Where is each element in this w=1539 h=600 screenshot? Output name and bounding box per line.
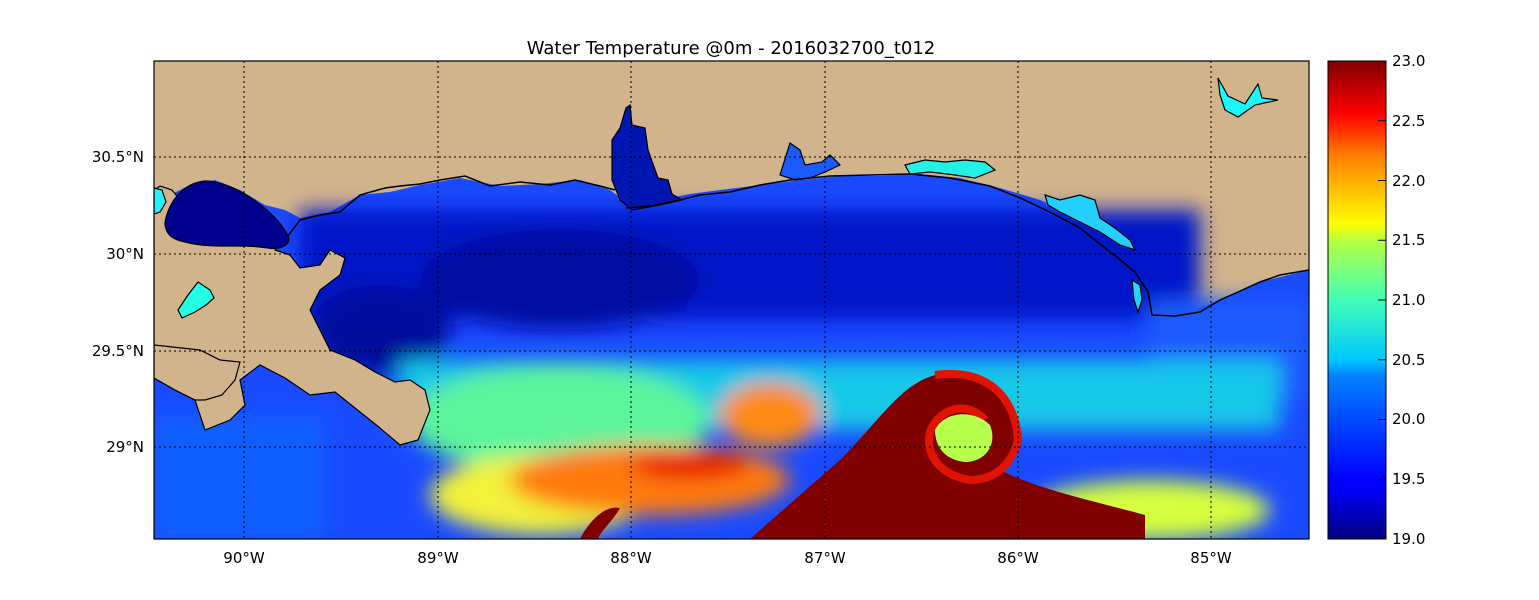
west-eddy-dark-red [580, 507, 620, 539]
x-tick-label: 87°W [804, 549, 846, 567]
colorbar: 23.0 22.5 22.0 21.5 21.0 20.5 20.0 19.5 … [1327, 52, 1425, 548]
map-area [154, 61, 1309, 539]
coastline-land [154, 185, 431, 446]
apalachicola-lagoon [1131, 278, 1143, 314]
colorbar-tick-label: 20.5 [1392, 351, 1425, 369]
colorbar-tick-label: 20.0 [1392, 410, 1425, 428]
longitude-labels: 90°W 89°W 88°W 87°W 86°W 85°W [223, 549, 1232, 567]
x-tick-label: 88°W [610, 549, 652, 567]
colorbar-tick-label: 21.0 [1392, 291, 1425, 309]
loop-current-warm-core [750, 373, 1145, 539]
latitude-labels: 30.5°N 30°N 29.5°N 29°N [92, 148, 144, 456]
x-tick-label: 86°W [997, 549, 1039, 567]
lake-maurepas [177, 281, 215, 319]
x-tick-label: 90°W [223, 549, 265, 567]
colorbar-tick-label: 22.0 [1392, 172, 1425, 190]
map-title: Water Temperature @0m - 2016032700_t012 [527, 38, 936, 59]
colorbar-tick-label: 22.5 [1392, 112, 1425, 130]
y-tick-label: 29°N [106, 438, 144, 456]
st-andrew-bay-water [1044, 194, 1137, 252]
apalachee-river-water [1217, 77, 1279, 118]
pensacola-bay-water [779, 142, 842, 181]
colorbar-tick-label: 21.5 [1392, 231, 1425, 249]
west-lake-water [154, 187, 167, 215]
cold-shelf-tongue [420, 230, 700, 330]
red-filament [630, 451, 750, 479]
y-tick-label: 30°N [106, 245, 144, 263]
west-coastal-band [154, 415, 324, 539]
colorbar-ticks [1378, 120, 1386, 480]
map-frame [153, 60, 1310, 540]
y-tick-label: 30.5°N [92, 148, 144, 166]
loop-current-red-edge [925, 369, 1023, 485]
colorbar-gradient [1327, 60, 1387, 540]
eddy-orange [720, 383, 820, 447]
colorbar-tick-label: 19.0 [1392, 530, 1425, 548]
loop-current-core-hole [935, 414, 993, 462]
colorbar-labels: 23.0 22.5 22.0 21.5 21.0 20.5 20.0 19.5 … [1392, 52, 1425, 548]
colorbar-tick-label: 23.0 [1392, 52, 1425, 70]
x-tick-label: 85°W [1190, 549, 1232, 567]
water-temperature-field [154, 174, 1309, 539]
northern-coastline [287, 173, 1309, 317]
lake-water [154, 77, 1279, 319]
y-tick-label: 29.5°N [92, 342, 144, 360]
nearshore-cold-pool [310, 285, 450, 375]
choctawhatchee-bay-water [904, 159, 997, 179]
lake-pontchartrain [164, 180, 290, 250]
lake-borgne-land [154, 344, 241, 401]
mobile-bay-water [611, 103, 684, 211]
x-tick-label: 89°W [417, 549, 459, 567]
colorbar-tick-label: 19.5 [1392, 470, 1425, 488]
